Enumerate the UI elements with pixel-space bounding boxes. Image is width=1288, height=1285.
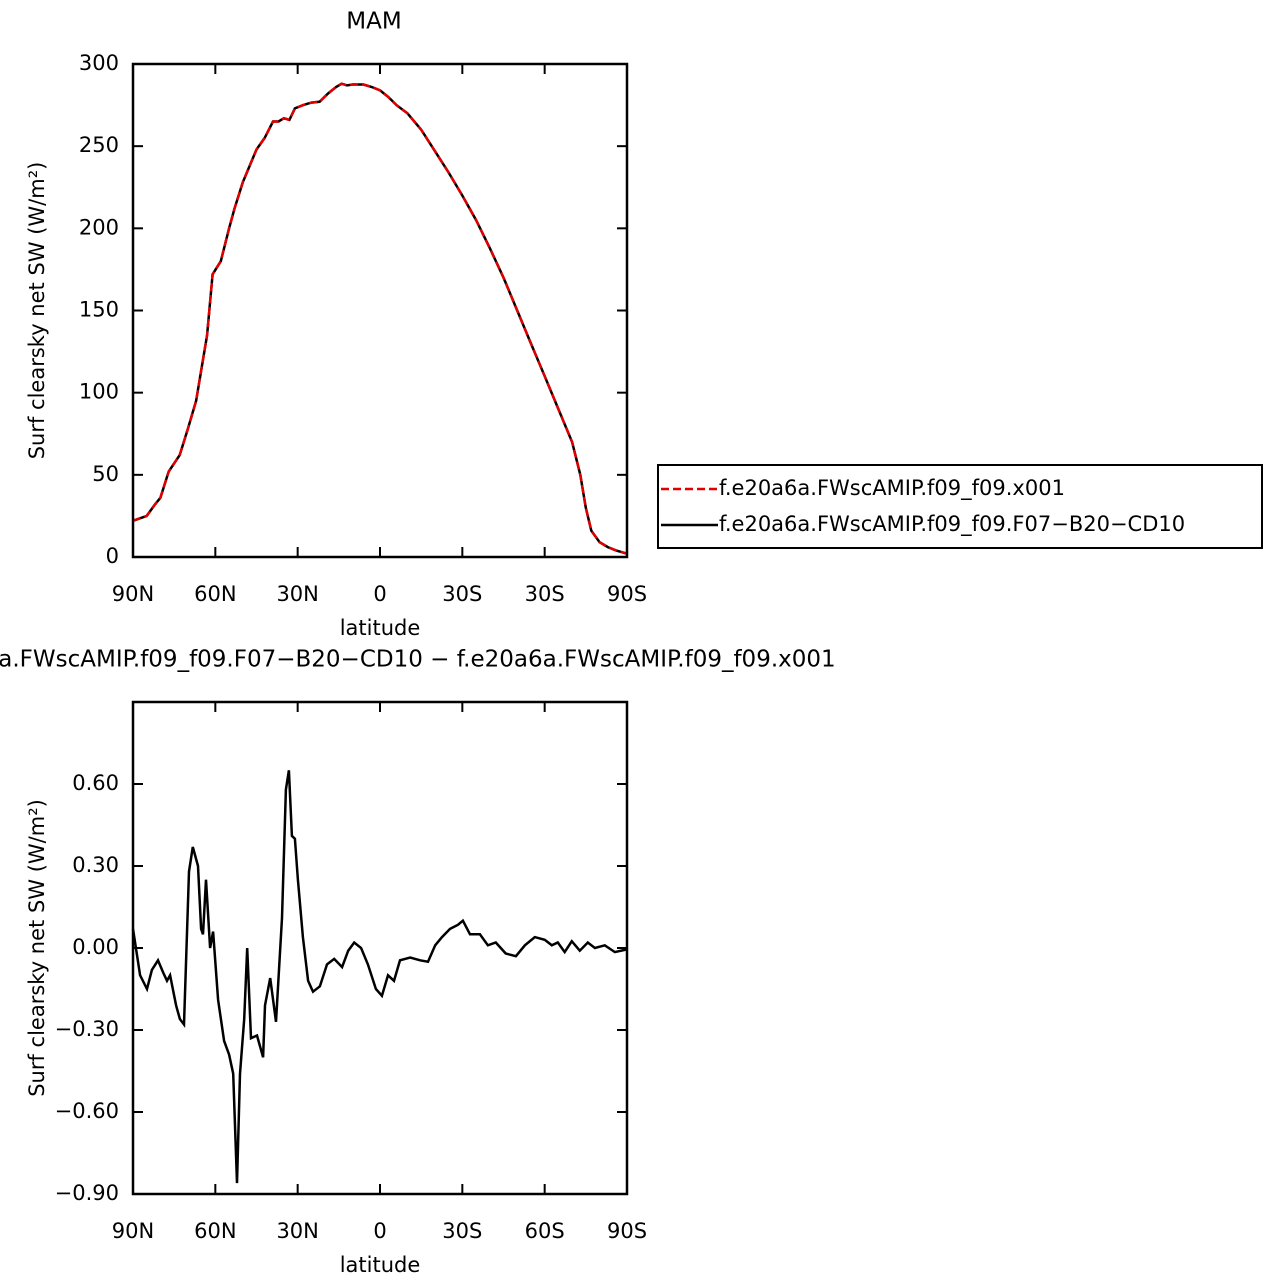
legend-label: f.e20a6a.FWscAMIP.f09_f09.F07−B20−CD10 bbox=[719, 512, 1185, 537]
y-tick-label: 0.30 bbox=[72, 853, 119, 877]
y-axis-label: Surf clearsky net SW (W/m²) bbox=[25, 799, 49, 1097]
x-tick-label: 60N bbox=[194, 582, 236, 606]
x-tick-label: 0 bbox=[373, 1219, 386, 1243]
x-tick-label: 60N bbox=[194, 1219, 236, 1243]
x-tick-label: 30S bbox=[442, 1219, 482, 1243]
series-line bbox=[132, 82, 628, 555]
legend-label: f.e20a6a.FWscAMIP.f09_f09.x001 bbox=[719, 476, 1065, 501]
x-tick-label: 90N bbox=[112, 582, 154, 606]
chart-title: MAM bbox=[346, 9, 401, 35]
y-tick-label: −0.90 bbox=[55, 1181, 119, 1205]
series-line bbox=[132, 82, 628, 555]
x-axis-label: latitude bbox=[340, 1253, 421, 1277]
x-tick-label: 30S bbox=[442, 582, 482, 606]
x-tick-label: 30S bbox=[525, 582, 565, 606]
x-tick-label: 90S bbox=[607, 582, 647, 606]
y-axis-label: Surf clearsky net SW (W/m²) bbox=[25, 162, 49, 460]
x-tick-label: 60S bbox=[525, 1219, 565, 1243]
y-tick-label: −0.30 bbox=[55, 1017, 119, 1041]
legend-box bbox=[657, 464, 1263, 549]
x-tick-label: 90S bbox=[607, 1219, 647, 1243]
y-tick-label: 0 bbox=[106, 544, 119, 568]
x-tick-label: 0 bbox=[373, 582, 386, 606]
y-tick-label: 250 bbox=[79, 133, 119, 157]
y-tick-label: 200 bbox=[79, 215, 119, 239]
y-tick-label: 50 bbox=[92, 462, 119, 486]
x-tick-label: 90N bbox=[112, 1219, 154, 1243]
data-line bbox=[131, 770, 628, 1184]
plot-frame bbox=[131, 700, 629, 1196]
plot-frame bbox=[131, 62, 629, 559]
y-tick-label: 0.60 bbox=[72, 771, 119, 795]
x-axis-label: latitude bbox=[340, 616, 421, 640]
x-tick-label: 30N bbox=[276, 1219, 318, 1243]
x-tick-label: 30N bbox=[276, 582, 318, 606]
y-tick-label: 0.00 bbox=[72, 935, 119, 959]
y-tick-label: 300 bbox=[79, 51, 119, 75]
y-tick-label: 150 bbox=[79, 298, 119, 322]
y-tick-label: 100 bbox=[79, 380, 119, 404]
chart-title: f.e20a6a.FWscAMIP.f09_f09.F07−B20−CD10 −… bbox=[0, 647, 836, 673]
y-tick-label: −0.60 bbox=[55, 1099, 119, 1123]
